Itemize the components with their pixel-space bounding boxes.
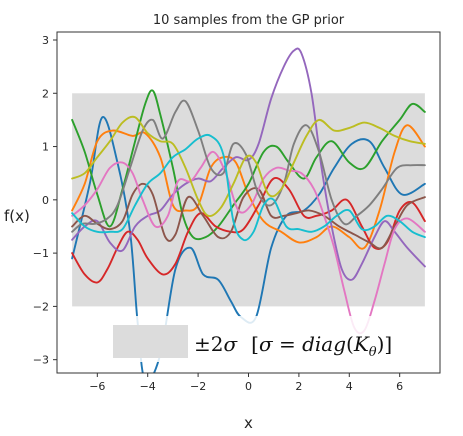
legend-swatch-band — [113, 325, 188, 358]
x-tick-label: 2 — [295, 380, 302, 393]
x-tick-label: −2 — [190, 380, 206, 393]
x-tick-label: 6 — [396, 380, 403, 393]
sample-line-5 — [71, 47, 426, 281]
sample-line-9 — [71, 115, 426, 218]
x-axis: −6 −4 −2 0 2 4 6 — [89, 373, 403, 393]
x-tick-label: 4 — [346, 380, 353, 393]
y-tick-label: 3 — [42, 34, 49, 47]
legend-label: ±2σ [σ = diag(Kθ)] — [194, 332, 392, 360]
sample-line-6 — [71, 182, 426, 250]
x-tick-label: 0 — [245, 380, 252, 393]
x-tick-label: −6 — [89, 380, 105, 393]
x-axis-label: x — [244, 414, 253, 432]
y-tick-label: 2 — [42, 87, 49, 100]
y-tick-label: 1 — [42, 141, 49, 154]
x-tick-label: −4 — [140, 380, 156, 393]
y-tick-label: −2 — [33, 300, 49, 313]
chart-title: 10 samples from the GP prior — [153, 13, 345, 28]
sample-line-3 — [71, 89, 426, 241]
sample-line-2 — [71, 124, 426, 250]
y-tick-label: −1 — [33, 247, 49, 260]
y-tick-label: 0 — [42, 194, 49, 207]
y-tick-label: −3 — [33, 354, 49, 367]
y-axis-label: f(x) — [4, 207, 30, 225]
sample-line-8 — [71, 99, 426, 233]
y-axis: −3 −2 −1 0 1 2 3 — [33, 34, 57, 367]
sample-line-10 — [71, 133, 426, 242]
legend: ±2σ [σ = diag(Kθ)] — [104, 316, 437, 362]
sample-line-1 — [71, 116, 426, 373]
